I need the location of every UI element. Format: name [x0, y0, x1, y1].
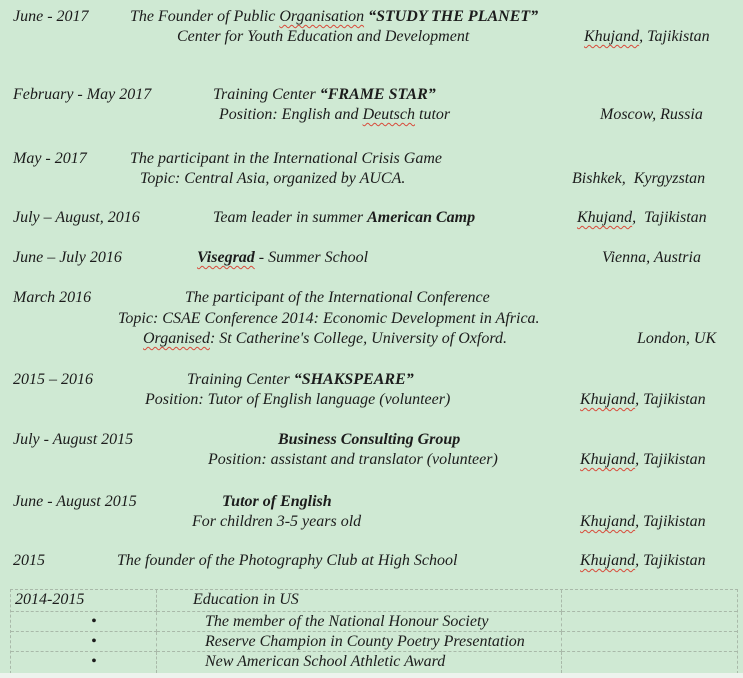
- table-cell-empty: [562, 612, 737, 632]
- entry-line: June - August 2015 Tutor of English: [0, 492, 743, 512]
- education-table: 2014-2015 Education in US • The member o…: [10, 589, 738, 674]
- entry-line: July – August, 2016 Team leader in summe…: [0, 208, 743, 228]
- misspelled-word: Khujand: [580, 391, 636, 408]
- date-text: July – August, 2016: [13, 209, 140, 226]
- entry-line: 2015 – 2016 Training Center “SHAKSPEARE”: [0, 370, 743, 390]
- description-text: Position: English and Deutsch tutor: [219, 105, 450, 125]
- description-text: Position: assistant and translator (volu…: [208, 451, 498, 468]
- table-cell-empty: [562, 652, 737, 673]
- date-text: June - 2017: [13, 8, 89, 25]
- location-text: Vienna, Austria: [602, 249, 701, 266]
- entry-line: Position: English and Deutsch tutor Mosc…: [0, 105, 743, 125]
- date-text: February - May 2017: [13, 86, 152, 103]
- bullet-marker: •: [11, 652, 157, 673]
- location-text: Bishkek, Kyrgyzstan: [572, 170, 706, 187]
- page-bottom-edge: [0, 673, 743, 678]
- bullet-marker: •: [11, 632, 157, 652]
- description-part: : St Catherine's College, University of …: [209, 330, 507, 347]
- misspelled-word: Deutsch: [362, 106, 415, 123]
- location-text: Khujand, Tajikistan: [580, 450, 706, 470]
- description-part: Position: English and: [219, 106, 363, 123]
- description-part: Training Center: [213, 86, 320, 103]
- entry-line: Position: Tutor of English language (vol…: [0, 390, 743, 410]
- entry-line: For children 3-5 years old Khujand, Taji…: [0, 512, 743, 532]
- description-text: Team leader in summer American Camp: [213, 208, 475, 228]
- location-text: Khujand, Tajikistan: [580, 551, 706, 571]
- entry-line: Center for Youth Education and Developme…: [0, 27, 743, 47]
- description-part: tutor: [415, 106, 451, 123]
- description-text: The participant of the International Con…: [185, 289, 490, 306]
- location-text: Khujand, Tajikistan: [580, 512, 706, 532]
- location-part: , Tajikistan: [632, 209, 707, 226]
- location-text: Moscow, Russia: [600, 106, 703, 123]
- description-part: - Summer School: [254, 249, 369, 266]
- date-text: May - 2017: [13, 150, 87, 167]
- entry-line: February - May 2017 Training Center “FRA…: [0, 85, 743, 105]
- bold-title: “SHAKSPEARE”: [293, 371, 414, 388]
- location-text: Khujand, Tajikistan: [580, 390, 706, 410]
- table-cell-text: Education in US: [157, 590, 562, 612]
- entry-line: June – July 2016 Visegrad - Summer Schoo…: [0, 248, 743, 268]
- bold-title: “STUDY THE PLANET”: [368, 8, 539, 25]
- description-text: Training Center “SHAKSPEARE”: [187, 370, 414, 390]
- date-text: June - August 2015: [13, 493, 137, 510]
- misspelled-word: Khujand: [580, 513, 636, 530]
- bold-title: American Camp: [367, 209, 476, 226]
- location-part: , Tajikistan: [635, 451, 706, 468]
- description-text: Topic: Central Asia, organized by AUCA.: [140, 170, 406, 187]
- location-part: , Tajikistan: [635, 391, 706, 408]
- bold-title: “FRAME STAR”: [319, 86, 436, 103]
- description-text: For children 3-5 years old: [192, 513, 362, 530]
- date-text: June – July 2016: [13, 249, 122, 266]
- table-cell-text: Reserve Champion in County Poetry Presen…: [157, 632, 562, 652]
- description-part: Team leader in summer: [213, 209, 368, 226]
- entry-line: March 2016 The participant of the Intern…: [0, 288, 743, 308]
- table-cell-empty: [562, 590, 737, 612]
- location-text: Khujand, Tajikistan: [577, 208, 707, 228]
- entry-line: Organised: St Catherine's College, Unive…: [0, 329, 743, 349]
- location-part: , Tajikistan: [635, 513, 706, 530]
- description-text: The founder of the Photography Club at H…: [117, 552, 458, 569]
- table-cell-text: The member of the National Honour Societ…: [157, 612, 562, 632]
- description-text: Visegrad - Summer School: [197, 248, 368, 268]
- table-cell-empty: [562, 632, 737, 652]
- misspelled-word: Organisation: [279, 8, 365, 25]
- description-part: The Founder of Public: [130, 8, 280, 25]
- entry-line: July - August 2015 Business Consulting G…: [0, 430, 743, 450]
- date-text: July - August 2015: [13, 431, 134, 448]
- misspelled-word: Organised: [143, 330, 210, 347]
- entry-line: Topic: Central Asia, organized by AUCA. …: [0, 169, 743, 189]
- description-text: Center for Youth Education and Developme…: [177, 28, 470, 45]
- entry-line: Position: assistant and translator (volu…: [0, 450, 743, 470]
- description-part: Training Center: [187, 371, 294, 388]
- misspelled-word: Khujand: [584, 28, 640, 45]
- bullet-marker: •: [11, 612, 157, 632]
- bold-title: Tutor of English: [222, 493, 332, 510]
- description-text: Topic: CSAE Conference 2014: Economic De…: [118, 310, 540, 327]
- bold-title: Business Consulting Group: [278, 431, 461, 448]
- description-text: The participant in the International Cri…: [130, 150, 442, 167]
- date-text: 2015 – 2016: [13, 371, 93, 388]
- entry-line: Topic: CSAE Conference 2014: Economic De…: [0, 309, 743, 329]
- entry-line: May - 2017 The participant in the Intern…: [0, 149, 743, 169]
- misspelled-word: Khujand: [577, 209, 633, 226]
- description-text: Training Center “FRAME STAR”: [213, 85, 436, 105]
- description-text: The Founder of Public Organisation “STUD…: [130, 7, 538, 27]
- table-cell-date: 2014-2015: [11, 590, 157, 612]
- description-text: Organised: St Catherine's College, Unive…: [143, 329, 507, 349]
- misspelled-word: Khujand: [580, 552, 636, 569]
- bold-misspelled-word: Visegrad: [197, 249, 255, 266]
- location-part: , Tajikistan: [635, 552, 706, 569]
- entry-line: June - 2017 The Founder of Public Organi…: [0, 7, 743, 27]
- location-text: Khujand, Tajikistan: [584, 27, 710, 47]
- date-text: March 2016: [13, 289, 92, 306]
- misspelled-word: Khujand: [580, 451, 636, 468]
- entry-line: 2015 The founder of the Photography Club…: [0, 551, 743, 571]
- table-cell-text: New American School Athletic Award: [157, 652, 562, 673]
- description-text: Position: Tutor of English language (vol…: [145, 391, 451, 408]
- location-part: , Tajikistan: [639, 28, 710, 45]
- date-text: 2015: [13, 552, 45, 569]
- location-text: London, UK: [637, 330, 717, 347]
